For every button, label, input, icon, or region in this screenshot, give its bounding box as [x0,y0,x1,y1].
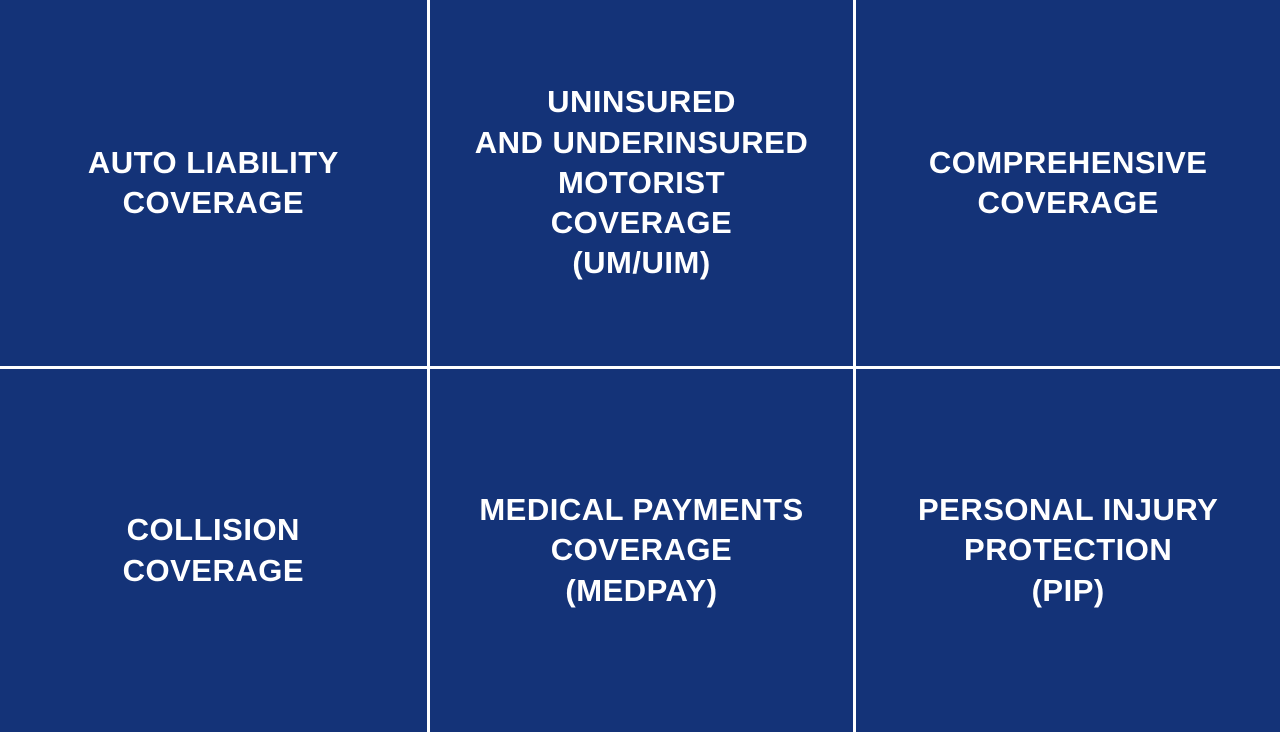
grid-cell: PERSONAL INJURY PROTECTION (PIP) [853,366,1280,732]
cell-label: MEDICAL PAYMENTS COVERAGE (MEDPAY) [479,490,803,611]
grid-cell: MEDICAL PAYMENTS COVERAGE (MEDPAY) [427,366,854,732]
coverage-grid: AUTO LIABILITY COVERAGE UNINSURED AND UN… [0,0,1280,732]
cell-label: PERSONAL INJURY PROTECTION (PIP) [918,490,1218,611]
cell-label: COLLISION COVERAGE [123,510,304,591]
grid-cell: AUTO LIABILITY COVERAGE [0,0,427,366]
cell-label: UNINSURED AND UNDERINSURED MOTORIST COVE… [475,82,809,283]
cell-label: AUTO LIABILITY COVERAGE [88,143,339,224]
grid-cell: COMPREHENSIVE COVERAGE [853,0,1280,366]
grid-cell: COLLISION COVERAGE [0,366,427,732]
grid-cell: UNINSURED AND UNDERINSURED MOTORIST COVE… [427,0,854,366]
cell-label: COMPREHENSIVE COVERAGE [929,143,1208,224]
